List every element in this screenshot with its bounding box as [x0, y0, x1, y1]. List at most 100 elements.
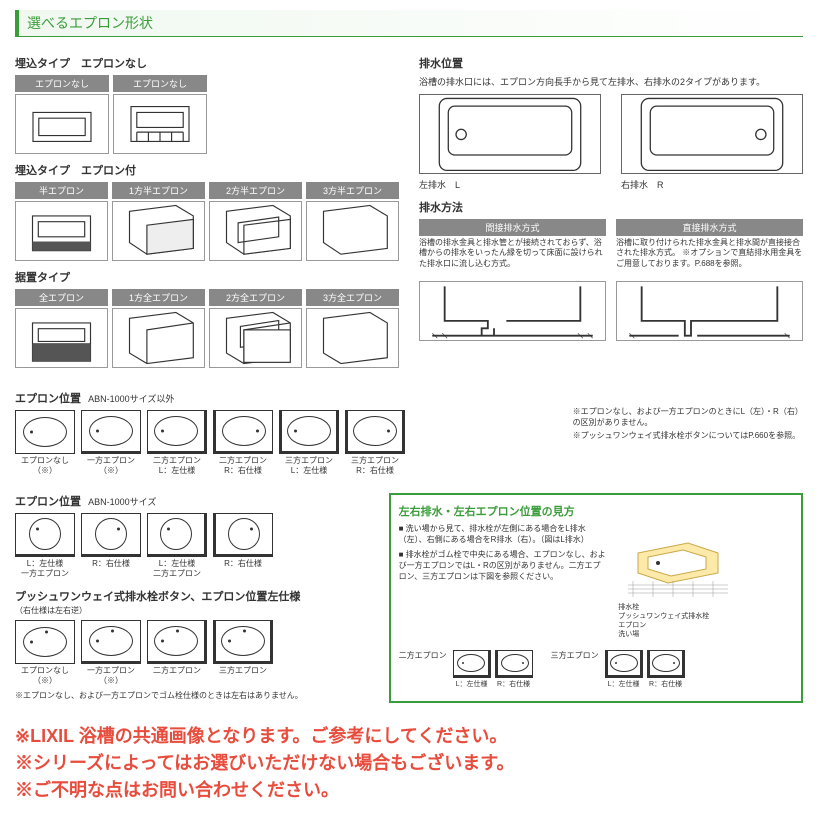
green-apron-items: L：左仕様 R：右仕様: [605, 650, 685, 689]
right-column: 排水位置 浴槽の排水口には、エプロン方向長手から見て左排水、右排水の2タイプがあ…: [419, 47, 803, 376]
green-apron-label: 三方エプロン: [551, 650, 601, 661]
green-apron-shape: [605, 650, 643, 678]
apron-shape: [147, 410, 207, 454]
page-content: 選べるエプロン形状 埋込タイプ エプロンなし エプロンなし エプロンなし 埋込タ…: [0, 0, 818, 713]
gray-label: 2方全エプロン: [209, 289, 302, 306]
gray-label: 半エプロン: [15, 182, 108, 199]
gray-label: 3方半エプロン: [306, 182, 399, 199]
note-text: ※エプロンなし、および一方エプロンのときにL（左）・R（右）の区別がありません。: [573, 406, 803, 428]
gray-label: 1方半エプロン: [112, 182, 205, 199]
tub-diagram: [15, 308, 108, 368]
tub-diagram: [112, 308, 205, 368]
green-apron-row: 三方エプロン L：左仕様 R：右仕様: [551, 650, 685, 689]
apron-shape: [147, 620, 207, 664]
apron-item: 一方エプロン（※）: [81, 620, 141, 685]
push-title: プッシュワンウェイ式排水栓ボタン、エプロン位置左仕様: [15, 591, 300, 603]
green-box-content: 洗い場から見て、排水栓が左側にある場合をL排水（左）、右側にある場合をR排水（右…: [399, 523, 793, 639]
apron-item: R：右仕様: [81, 513, 141, 578]
apron-notes: ※エプロンなし、および一方エプロンのときにL（左）・R（右）の区別がありません。…: [573, 382, 803, 479]
method-diagram-row: [419, 277, 803, 341]
apron-caption: 三方エプロン: [213, 666, 273, 676]
section-title-standing: 据置タイプ: [15, 269, 399, 285]
apron-caption: エプロンなし（※）: [15, 666, 75, 685]
drain-diagram: [621, 94, 803, 174]
green-apron-item: L：左仕様: [605, 650, 643, 689]
apron-item: 二方エプロンL：左仕様: [147, 410, 207, 475]
legend-item: エプロン: [618, 621, 793, 630]
method-label: 直接排水方式: [616, 219, 803, 236]
gray-label: エプロンなし: [113, 75, 207, 92]
green-legend: 排水栓 プッシュワンウェイ式排水栓 エプロン 洗い場: [618, 603, 793, 639]
diagram-row: [15, 94, 207, 154]
tub-diagram: [15, 201, 108, 261]
apron-caption: 一方エプロン（※）: [81, 456, 141, 475]
tub-diagram: [209, 201, 302, 261]
green-apron-row: 二方エプロン L：左仕様 R：右仕様: [399, 650, 533, 689]
apron-item: エプロンなし（※）: [15, 620, 75, 685]
note-text: ※プッシュワンウェイ式排水栓ボタンについてはP.660を参照。: [573, 430, 803, 441]
diagram-row: [15, 308, 399, 368]
apron-shape: [81, 620, 141, 664]
drain-method-diagram: [616, 281, 803, 341]
section-title: エプロン位置 ABN-1000サイズ以外: [15, 390, 553, 406]
gray-label: 1方全エプロン: [112, 289, 205, 306]
gray-label: エプロンなし: [15, 75, 109, 92]
method-label: 間接排水方式: [419, 219, 606, 236]
tub-diagram: [15, 94, 109, 154]
apron-shape: [15, 513, 75, 557]
gray-label: 3方全エプロン: [306, 289, 399, 306]
green-apron-items: L：左仕様 R：右仕様: [453, 650, 533, 689]
green-apron-shape: [647, 650, 685, 678]
drain-diagram: [419, 94, 601, 174]
apron-caption: R：右仕様: [81, 559, 141, 569]
apron-caption: 三方エプロンL：左仕様: [279, 456, 339, 475]
legend-item: 排水栓: [618, 603, 793, 612]
apron-caption: 二方エプロン: [147, 666, 207, 676]
bottom-section: エプロン位置 ABN-1000サイズ L：左仕様一方エプロン R：右仕様 L：左…: [15, 485, 803, 703]
apron-shape: [81, 410, 141, 454]
green-apron-cap: R：右仕様: [647, 679, 685, 689]
method-col-direct: 直接排水方式 浴槽に取り付けられた排水金具と排水間が直接接合された排水方式。 ※…: [616, 219, 803, 269]
apron-item: 二方エプロン: [147, 620, 207, 685]
green-info-box: 左右排水・左右エプロン位置の見方 洗い場から見て、排水栓が左側にある場合をL排水…: [389, 493, 803, 703]
green-apron-cap: L：左仕様: [605, 679, 643, 689]
footer-note: ※ご不明な点はお問い合わせください。: [15, 777, 803, 804]
green-apron-shape: [495, 650, 533, 678]
apron-shape: [279, 410, 339, 454]
apron-section-1: エプロン位置 ABN-1000サイズ以外 エプロンなし（※） 一方エプロン（※）…: [15, 382, 803, 479]
drain-item-left: 左排水 L: [419, 94, 601, 191]
apron-pos-title: エプロン位置: [15, 496, 81, 508]
green-box-right: 排水栓 プッシュワンウェイ式排水栓 エプロン 洗い場: [618, 523, 793, 639]
drain-row: 左排水 L 右排水 R: [419, 94, 803, 191]
apron-shape: [15, 620, 75, 664]
diagram-row: [15, 201, 399, 261]
apron-pos-subtitle: ABN-1000サイズ: [88, 497, 156, 507]
left-column: 埋込タイプ エプロンなし エプロンなし エプロンなし 埋込タイプ エプロン付 半…: [15, 47, 399, 376]
apron-caption: 二方エプロンL：左仕様: [147, 456, 207, 475]
section-title: エプロン位置 ABN-1000サイズ: [15, 493, 374, 509]
two-column-layout: 埋込タイプ エプロンなし エプロンなし エプロンなし 埋込タイプ エプロン付 半…: [15, 47, 803, 376]
legend-item: 洗い場: [618, 630, 793, 639]
green-apron-shape: [453, 650, 491, 678]
apron-caption: エプロンなし（※）: [15, 456, 75, 475]
apron-caption: 一方エプロン（※）: [81, 666, 141, 685]
apron-item: 二方エプロンR：右仕様: [213, 410, 273, 475]
green-apron-cap: L：左仕様: [453, 679, 491, 689]
green-apron-item: L：左仕様: [453, 650, 491, 689]
green-box-left: 洗い場から見て、排水栓が左側にある場合をL排水（左）、右側にある場合をR排水（右…: [399, 523, 609, 639]
method-text: 浴槽に取り付けられた排水金具と排水間が直接接合された排水方式。 ※オプションで直…: [616, 238, 803, 269]
tub-diagram: [306, 308, 399, 368]
label-row: 半エプロン 1方半エプロン 2方半エプロン 3方半エプロン: [15, 182, 399, 199]
apron-item: L：左仕様二方エプロン: [147, 513, 207, 578]
apron-position-row: L：左仕様一方エプロン R：右仕様 L：左仕様二方エプロン R：右仕様: [15, 513, 374, 578]
section-title-drain-method: 排水方法: [419, 199, 803, 215]
apron-caption: L：左仕様二方エプロン: [147, 559, 207, 578]
label-row: エプロンなし エプロンなし: [15, 75, 207, 92]
tub-diagram: [112, 201, 205, 261]
apron-shape: [213, 513, 273, 557]
push-note: ※エプロンなし、および一方エプロンでゴム栓仕様のときは左右はありません。: [15, 690, 374, 701]
green-box-title: 左右排水・左右エプロン位置の見方: [399, 503, 793, 519]
apron-shape: [213, 620, 273, 664]
tub-diagram: [113, 94, 207, 154]
note-text: ※エプロンなし、および一方エプロンでゴム栓仕様のときは左右はありません。: [15, 690, 374, 701]
